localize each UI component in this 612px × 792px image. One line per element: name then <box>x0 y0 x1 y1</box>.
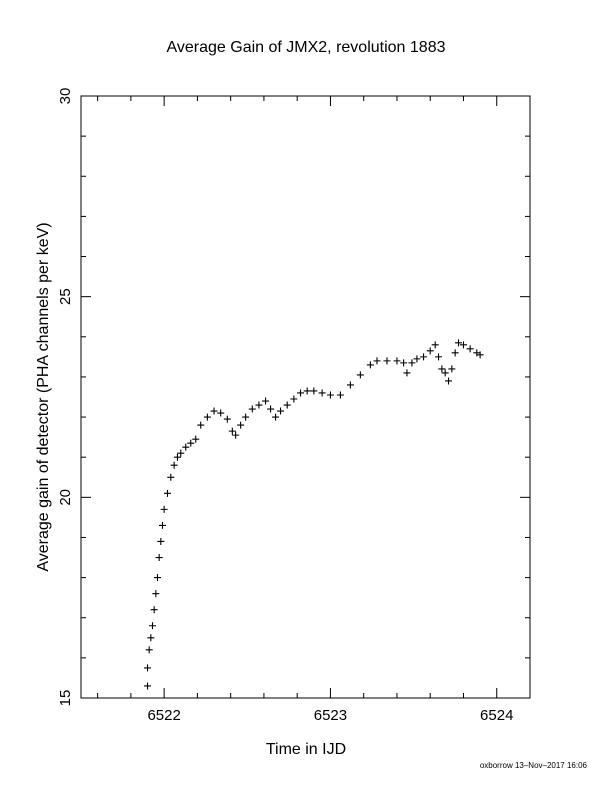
data-point <box>232 431 240 439</box>
data-point <box>158 521 166 529</box>
data-point <box>255 401 263 409</box>
chart-title: Average Gain of JMX2, revolution 1883 <box>167 39 446 56</box>
data-point <box>167 473 175 481</box>
data-point <box>310 387 318 395</box>
data-point <box>400 359 408 367</box>
data-point <box>303 387 311 395</box>
data-point <box>454 339 462 347</box>
data-point <box>163 489 171 497</box>
data-point <box>476 351 484 359</box>
data-point <box>170 461 178 469</box>
data-point <box>420 353 428 361</box>
y-tick-label: 20 <box>57 489 74 506</box>
x-tick-label: 6523 <box>314 707 347 724</box>
data-point <box>203 413 211 421</box>
data-point <box>144 682 152 690</box>
data-point <box>277 407 285 415</box>
data-point <box>438 365 446 373</box>
data-point <box>383 357 391 365</box>
data-point <box>318 389 326 397</box>
data-point <box>173 453 181 461</box>
data-point <box>237 421 245 429</box>
data-point <box>157 537 165 545</box>
x-axis-label: Time in IJD <box>266 741 346 758</box>
data-point <box>149 622 157 630</box>
data-point <box>413 355 421 363</box>
data-point <box>248 405 256 413</box>
data-point <box>366 361 374 369</box>
plot-frame <box>80 95 531 699</box>
data-point <box>147 634 155 642</box>
x-tick-label: 6522 <box>147 707 180 724</box>
axis-ticks <box>81 95 531 699</box>
data-point <box>426 347 434 355</box>
data-point <box>144 664 152 672</box>
data-points <box>144 339 484 690</box>
data-point <box>451 349 459 357</box>
axis-tick-labels: 6522 6523 6524 15 20 25 30 <box>57 88 513 724</box>
data-point <box>445 377 453 385</box>
data-point <box>228 427 236 435</box>
data-point <box>223 415 231 423</box>
data-point <box>197 421 205 429</box>
data-point <box>408 359 416 367</box>
data-point <box>267 405 275 413</box>
data-point <box>431 341 439 349</box>
y-tick-label: 25 <box>57 288 74 305</box>
data-point <box>150 606 158 614</box>
data-point <box>160 505 168 513</box>
data-point <box>326 391 334 399</box>
data-point <box>283 401 291 409</box>
data-point <box>262 397 270 405</box>
data-point <box>182 443 190 451</box>
data-point <box>346 381 354 389</box>
data-point <box>155 554 163 562</box>
y-tick-label: 15 <box>57 690 74 707</box>
data-point <box>441 369 449 377</box>
data-point <box>152 590 160 598</box>
data-point <box>242 413 250 421</box>
data-point <box>435 353 443 361</box>
y-tick-label: 30 <box>57 88 74 105</box>
x-tick-label: 6524 <box>480 707 513 724</box>
data-point <box>290 395 298 403</box>
y-axis-label: Average gain of detector (PHA channels p… <box>35 222 52 571</box>
data-point <box>177 449 185 457</box>
data-point <box>403 369 411 377</box>
data-point <box>356 371 364 379</box>
data-point <box>217 409 225 417</box>
data-point <box>153 574 161 582</box>
data-point <box>393 357 401 365</box>
data-point <box>145 646 153 654</box>
data-point <box>187 439 195 447</box>
data-point <box>373 357 381 365</box>
footer-credit: oxborrow 13–Nov–2017 16:06 <box>480 761 588 770</box>
data-point <box>210 407 218 415</box>
data-point <box>448 365 456 373</box>
data-point <box>272 413 280 421</box>
data-point <box>336 391 344 399</box>
data-point <box>192 435 200 443</box>
data-point <box>459 341 467 349</box>
data-point <box>466 345 474 353</box>
data-point <box>297 389 305 397</box>
